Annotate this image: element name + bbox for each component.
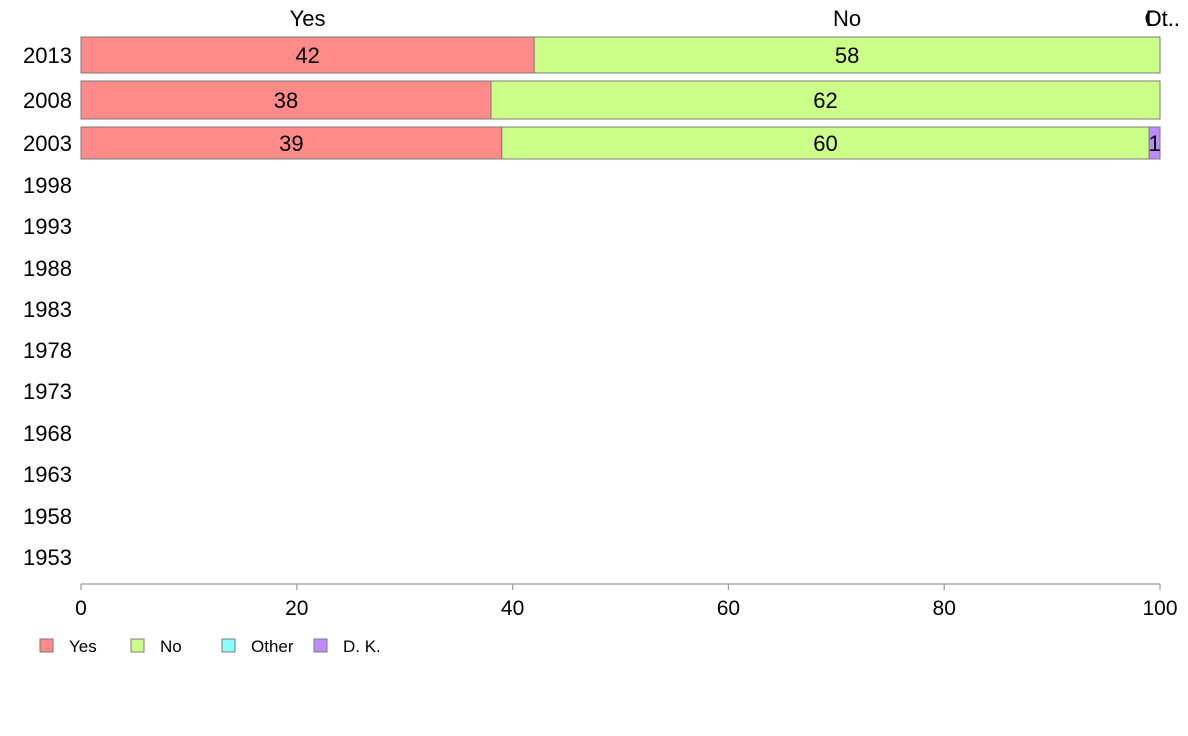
top-label-0: Yes [290, 6, 326, 31]
x-tick-label-60: 60 [717, 597, 740, 620]
bar-data-labels: 42 58 38 62 39 60 1 [274, 43, 1161, 156]
y-tick-label-1953: 1953 [23, 545, 72, 570]
y-tick-label-2008: 2008 [23, 88, 72, 113]
bar-2003-yes [80, 126, 503, 160]
top-label-2: Ot.. [1145, 6, 1180, 31]
x-tick-label-40: 40 [501, 597, 524, 620]
y-tick-label-1998: 1998 [23, 173, 72, 198]
legend-swatch-1 [130, 638, 145, 653]
y-tick-label-1983: 1983 [23, 297, 72, 322]
y-tick-label-1973: 1973 [23, 379, 72, 404]
data-label-2003-0: 39 [279, 131, 303, 156]
y-tick-label-1978: 1978 [23, 338, 72, 363]
bar-2003-d-k [1148, 126, 1161, 160]
x-tick-label-20: 20 [285, 597, 308, 620]
x-axis: 0 20 40 60 80 100 [75, 583, 1178, 620]
y-tick-label-1963: 1963 [23, 462, 72, 487]
bar-2008-no [490, 80, 1161, 120]
x-tick-label-0: 0 [75, 597, 87, 620]
y-tick-label-2013: 2013 [23, 43, 72, 68]
data-label-2013-0: 42 [295, 43, 319, 68]
legend-label-1: No [160, 637, 182, 656]
data-label-2003-3: 1 [1148, 131, 1160, 156]
top-series-labels: Yes No Ot..D... [290, 6, 1180, 31]
top-label-3: D... [1146, 6, 1180, 31]
y-tick-label-1993: 1993 [23, 214, 72, 239]
bar-2003-no [501, 126, 1150, 160]
data-label-2008-0: 38 [274, 88, 298, 113]
bars-layer [80, 36, 1161, 160]
y-tick-label-1958: 1958 [23, 504, 72, 529]
y-axis-category-labels: 2013 2008 2003 1998 1993 1988 1983 1978 1973 1968… [23, 43, 72, 570]
legend-label-3: D. K. [343, 637, 381, 656]
bar-2013-yes [80, 36, 535, 74]
y-tick-label-1968: 1968 [23, 421, 72, 446]
y-tick-label-2003: 2003 [23, 131, 72, 156]
data-label-2003-1: 60 [813, 131, 837, 156]
x-tick-label-80: 80 [933, 597, 956, 620]
legend-swatch-0 [39, 638, 54, 653]
bar-2013-no [533, 36, 1161, 74]
top-label-1: No [833, 6, 861, 31]
bar-2008-yes [80, 80, 492, 120]
x-tick-label-100: 100 [1142, 597, 1177, 620]
legend-label-2: Other [251, 637, 294, 656]
legend-swatch-2 [221, 638, 236, 653]
data-label-2013-1: 58 [835, 43, 859, 68]
legend: Yes No Other D. K. [39, 637, 381, 656]
y-tick-label-1988: 1988 [23, 256, 72, 281]
legend-swatch-3 [313, 638, 328, 653]
legend-label-0: Yes [69, 637, 97, 656]
data-label-2008-1: 62 [813, 88, 837, 113]
